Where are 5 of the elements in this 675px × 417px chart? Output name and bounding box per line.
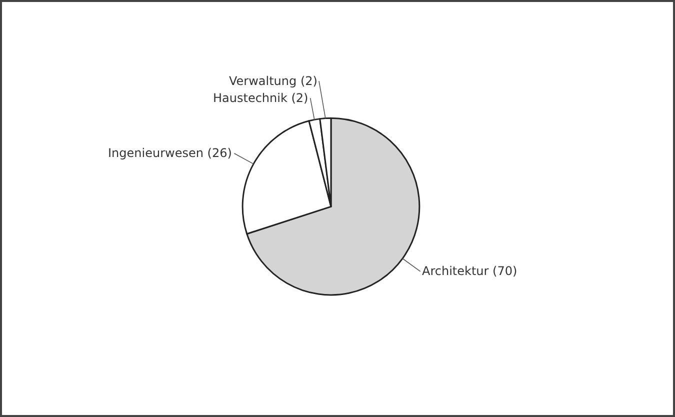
slice-label: Ingenieurwesen (26) (108, 146, 232, 160)
slice-label: Architektur (70) (422, 264, 518, 278)
slice-label: Verwaltung (2) (229, 74, 318, 88)
pie-slice (246, 117, 420, 296)
slice-label: Haustechnik (2) (213, 91, 308, 105)
